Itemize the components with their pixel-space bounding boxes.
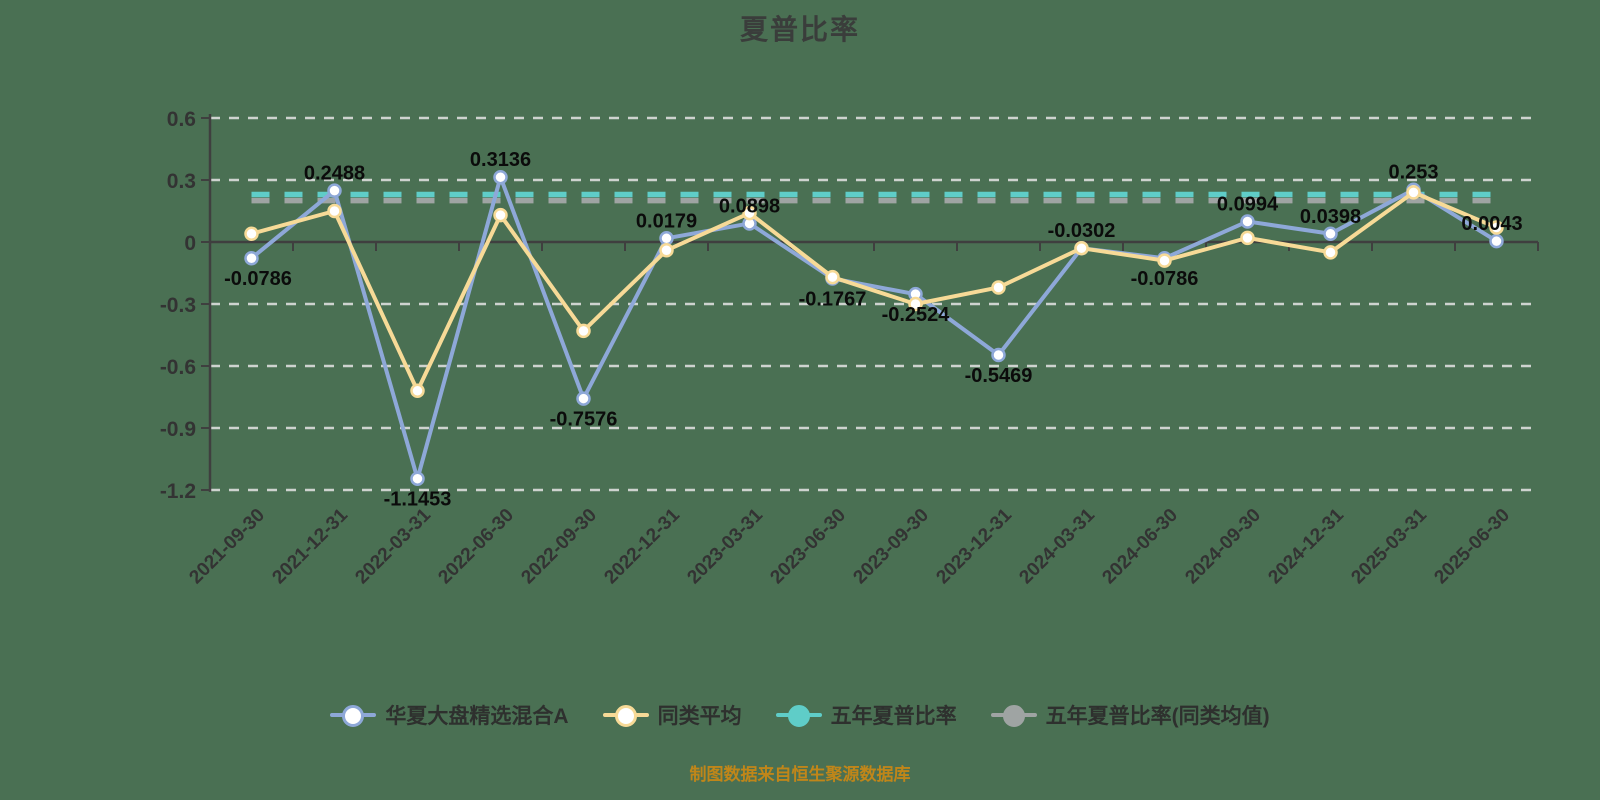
x-axis-label: 2022-03-31: [351, 504, 435, 588]
data-point-label: 0.0994: [1217, 193, 1279, 215]
legend-marker-icon: [602, 705, 649, 727]
legend-item-五年夏普比率[interactable]: 五年夏普比率: [775, 700, 957, 730]
x-axis-label: 2024-03-31: [1015, 504, 1099, 588]
x-axis-label: 2022-12-31: [600, 504, 684, 588]
y-tick-label: -0.9: [160, 418, 196, 441]
data-point-marker: [1323, 245, 1338, 260]
data-point-marker: [991, 280, 1006, 295]
x-axis-label: 2021-09-30: [185, 505, 269, 589]
legend-marker-icon: [330, 705, 377, 727]
x-axis-label: 2023-09-30: [849, 505, 933, 589]
data-point-label: -0.0302: [1048, 220, 1116, 242]
x-axis-label: 2024-12-31: [1264, 504, 1348, 588]
data-point-label: -0.5469: [965, 365, 1033, 387]
data-point-label: 0.0398: [1300, 206, 1361, 228]
data-point-label: 0.0043: [1461, 213, 1522, 235]
legend-label: 五年夏普比率(同类均值): [1045, 705, 1270, 728]
data-point-marker: [410, 471, 425, 486]
data-point-marker: [659, 243, 674, 258]
x-axis-label: 2021-12-31: [268, 504, 352, 588]
data-point-marker: [1406, 185, 1421, 200]
y-tick-label: -0.6: [160, 356, 196, 379]
legend-item-同类平均[interactable]: 同类平均: [602, 700, 742, 730]
data-point-marker: [1489, 220, 1504, 235]
x-axis-label: 2022-09-30: [517, 505, 601, 589]
y-tick-label: 0.3: [167, 170, 196, 193]
data-point-label: -1.1453: [384, 489, 452, 511]
legend-marker-icon: [990, 705, 1037, 727]
x-axis-label: 2024-06-30: [1098, 505, 1182, 589]
data-point-marker: [1240, 214, 1255, 229]
data-point-marker: [991, 347, 1006, 363]
data-point-label: -0.0786: [224, 268, 292, 290]
data-point-marker: [1489, 233, 1504, 249]
data-source-caption: 制图数据来自恒生聚源数据库: [689, 765, 911, 784]
data-point-label: -0.2524: [882, 304, 951, 326]
legend-label: 华夏大盘精选混合A: [385, 705, 569, 728]
data-point-marker: [493, 169, 508, 185]
x-axis-label: 2023-03-31: [683, 504, 767, 588]
data-point-marker: [742, 205, 757, 221]
x-axis-label: 2023-06-30: [766, 505, 850, 589]
legend-marker-icon: [775, 705, 822, 727]
data-point-marker: [244, 250, 259, 266]
y-tick-label: 0: [184, 232, 196, 255]
data-point-label: -0.7576: [550, 409, 618, 431]
data-point-marker: [327, 183, 342, 198]
data-point-label: 0.0898: [719, 195, 780, 217]
data-point-marker: [576, 391, 591, 406]
data-point-marker: [410, 383, 425, 399]
data-point-marker: [1074, 240, 1089, 256]
data-point-label: 0.253: [1388, 162, 1438, 184]
data-point-marker: [493, 207, 508, 223]
data-point-marker: [244, 226, 259, 241]
y-tick-label: 0.6: [167, 108, 196, 131]
data-point-label: -0.0786: [1131, 268, 1199, 290]
data-point-marker: [1323, 226, 1338, 242]
data-point-marker: [659, 231, 674, 246]
legend-label: 五年夏普比率: [830, 705, 957, 728]
data-point-marker: [327, 203, 342, 219]
series-line: [249, 175, 1499, 481]
legend-item-五年夏普比率(同类均值)[interactable]: 五年夏普比率(同类均值): [990, 700, 1270, 730]
legend-label: 同类平均: [657, 705, 742, 728]
data-point-label: 0.2488: [304, 163, 365, 185]
y-tick-label: -0.3: [160, 294, 196, 317]
x-axis-label: 2025-06-30: [1430, 505, 1514, 589]
data-point-label: 0.0179: [636, 210, 697, 232]
series-同类平均: [244, 185, 1504, 399]
series-line: [249, 190, 1499, 393]
data-point-marker: [1240, 230, 1255, 246]
chart-title: 夏普比率: [739, 14, 860, 45]
x-axis-label: 2025-03-31: [1347, 504, 1431, 588]
data-point-marker: [825, 269, 840, 285]
x-axis-label: 2024-09-30: [1181, 505, 1265, 589]
chart-legend: 华夏大盘精选混合A 同类平均 五年夏普比率 五年夏普比率(同类均值): [0, 700, 1600, 730]
legend-item-华夏大盘精选混合A[interactable]: 华夏大盘精选混合A: [330, 700, 569, 730]
x-axis-label: 2023-12-31: [932, 504, 1016, 588]
data-point-marker: [576, 323, 591, 339]
data-point-label: 0.3136: [470, 149, 531, 171]
data-point-marker: [1157, 253, 1172, 268]
y-tick-label: -1.2: [160, 480, 196, 503]
data-point-marker: [908, 296, 923, 312]
data-point-label: -0.1767: [799, 289, 867, 311]
x-axis-label: 2022-06-30: [434, 505, 518, 589]
